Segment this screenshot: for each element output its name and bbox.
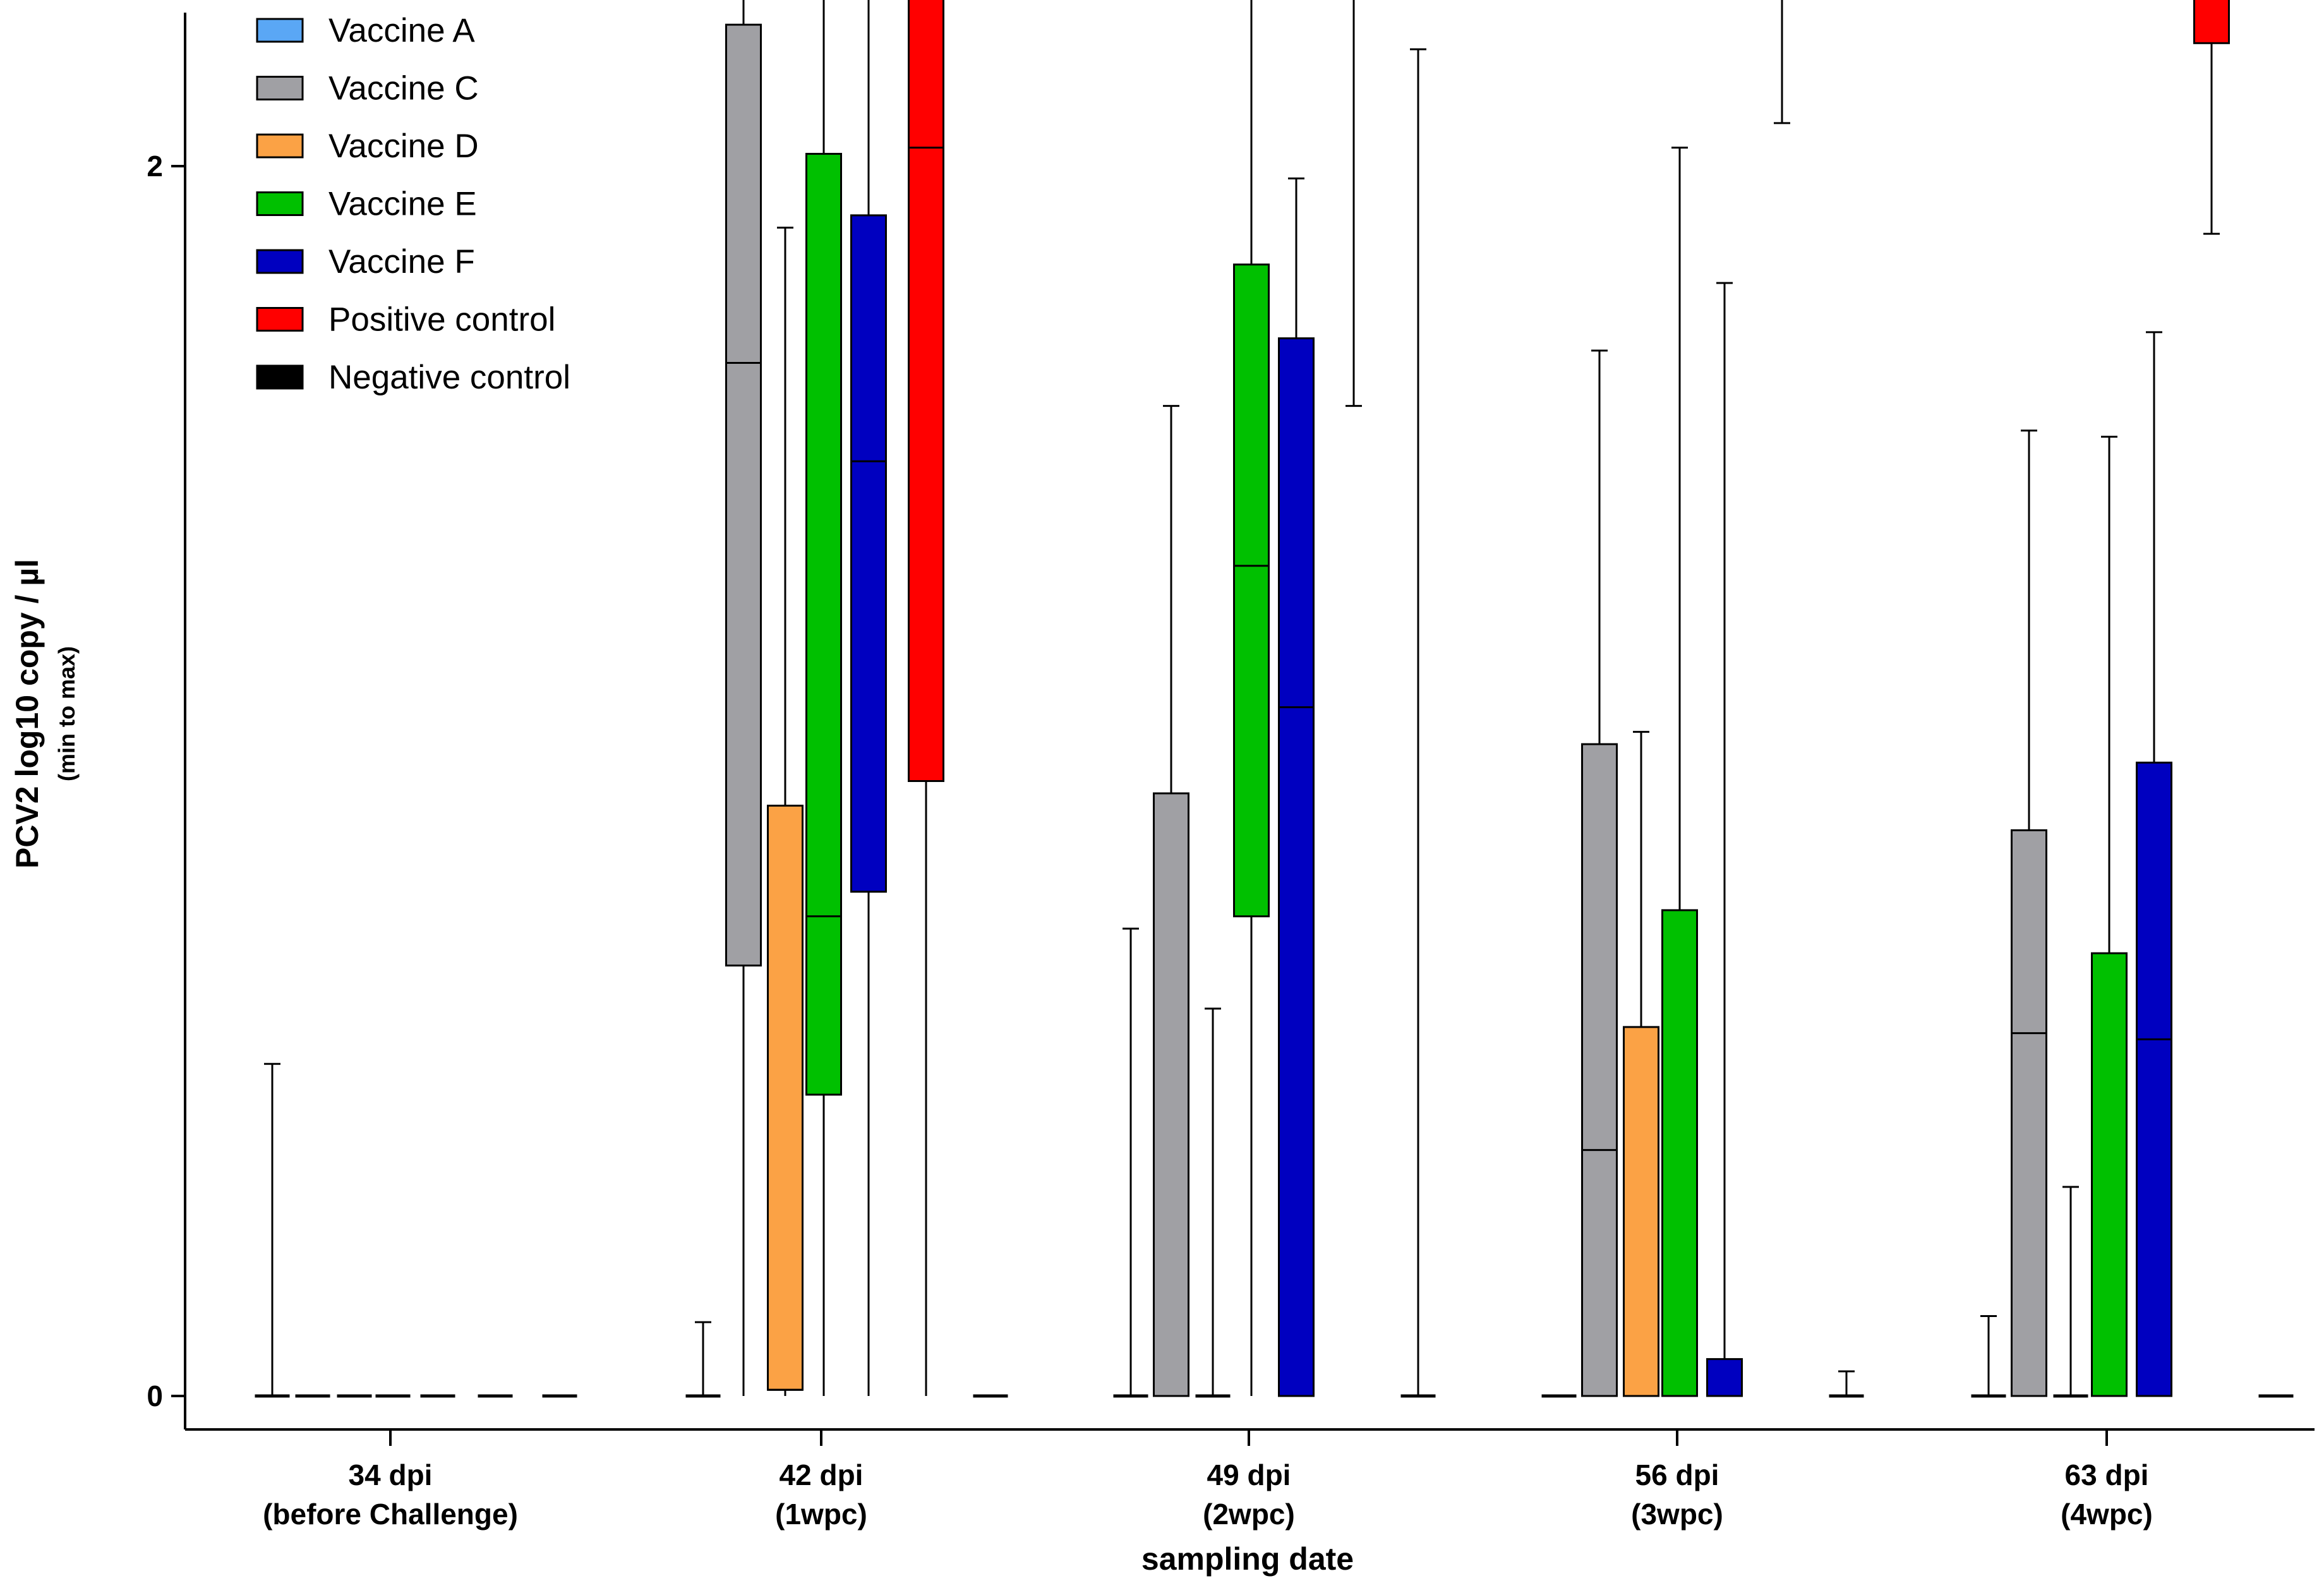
legend-item-negative-control: Negative control: [256, 359, 570, 396]
legend-swatch: [256, 191, 304, 216]
box-body: [2136, 761, 2172, 1397]
box-body: [767, 804, 804, 1391]
legend-swatch: [256, 133, 304, 159]
box-vaccine-a-group-3: [1113, 927, 1148, 1398]
legend-swatch: [256, 307, 304, 332]
box-vaccine-f-group-3: [1278, 177, 1315, 1397]
box-body: [850, 214, 887, 893]
box-vaccine-f-group-5: [2136, 331, 2172, 1397]
legend-swatch: [256, 76, 304, 100]
box-vaccine-d-group-5: [2053, 1186, 2088, 1398]
box-vaccine-a-group-1: [255, 1062, 290, 1398]
box-body: [1233, 263, 1270, 918]
legend-item-vaccine-f: Vaccine F: [256, 243, 475, 280]
box-vaccine-a-group-5: [1971, 1314, 2006, 1398]
box-vaccine-a-group-2: [685, 1321, 721, 1398]
box-vaccine-e-group-3: [1233, 0, 1270, 1396]
x-tick-sublabel: (2wpc): [1203, 1498, 1295, 1531]
box-vaccine-e-group-2: [805, 0, 842, 1396]
x-tick-sublabel: (4wpc): [2061, 1498, 2153, 1531]
legend-label: Negative control: [328, 359, 570, 396]
y-axis-subtitle: (min to max): [54, 646, 80, 781]
box-vaccine-f-group-4: [1706, 282, 1743, 1397]
box-positive-control-group-4: [1774, 0, 1790, 124]
plot-area: [255, 0, 2294, 1398]
x-tick-label: 63 dpi: [2065, 1459, 2149, 1491]
legend-label: Vaccine D: [328, 128, 479, 165]
x-tick-sublabel: (1wpc): [775, 1498, 867, 1531]
box-vaccine-c-group-3: [1153, 405, 1189, 1397]
box-body: [1661, 909, 1698, 1397]
legend-swatch: [256, 249, 304, 274]
x-tick-sublabel: (3wpc): [1631, 1498, 1723, 1531]
legend-label: Vaccine F: [328, 243, 475, 280]
box-vaccine-d-group-4: [1623, 731, 1659, 1397]
legend-item-vaccine-a: Vaccine A: [256, 12, 475, 49]
box-vaccine-c-group-5: [2011, 430, 2047, 1397]
legend-item-vaccine-c: Vaccine C: [256, 70, 479, 107]
box-positive-control-group-2: [908, 0, 944, 1396]
legend-label: Vaccine E: [328, 186, 477, 223]
legend: Vaccine A Vaccine C Vaccine D Vaccine E Vacc…: [256, 12, 570, 396]
box-negative-control-group-4: [1829, 1370, 1864, 1398]
y-axis-title: PCV2 log10 copy / µl: [9, 559, 45, 869]
x-tick-label: 56 dpi: [1635, 1459, 1719, 1491]
box-negative-control-group-3: [1400, 48, 1436, 1398]
box-positive-control-group-5: [2193, 0, 2230, 235]
legend-swatch: [256, 364, 304, 390]
box-vaccine-e-group-4: [1661, 147, 1698, 1397]
legend-item-vaccine-e: Vaccine E: [256, 186, 477, 223]
y-ticks: 024: [147, 150, 185, 1412]
legend-label: Vaccine C: [328, 70, 479, 107]
x-axis-title: sampling date: [1141, 1541, 1354, 1577]
legend-item-vaccine-d: Vaccine D: [256, 128, 479, 165]
box-vaccine-d-group-3: [1195, 1008, 1231, 1398]
box-body: [2193, 0, 2230, 44]
x-tick-label: 34 dpi: [349, 1459, 433, 1491]
box-body: [805, 153, 842, 1096]
x-tick-label: 49 dpi: [1207, 1459, 1291, 1491]
legend-swatch: [256, 18, 304, 43]
box-body: [908, 0, 944, 782]
x-tick-sublabel: (before Challenge): [263, 1498, 518, 1531]
box-vaccine-c-group-4: [1581, 349, 1618, 1397]
y-tick-label: 2: [147, 150, 163, 183]
box-body: [1581, 743, 1618, 1397]
box-body: [2011, 829, 2047, 1397]
y-axis-title-group: PCV2 log10 copy / µl (min to max): [9, 559, 80, 869]
box-body: [1706, 1358, 1743, 1397]
x-ticks: 34 dpi (before Challenge) 42 dpi (1wpc) 49 d…: [263, 1429, 2153, 1531]
box-positive-control-group-3: [1346, 0, 1362, 407]
legend-label: Vaccine A: [328, 12, 475, 49]
box-body: [1623, 1026, 1659, 1397]
box-vaccine-f-group-2: [850, 0, 887, 1396]
box-body: [1278, 337, 1315, 1397]
box-vaccine-e-group-5: [2091, 435, 2128, 1397]
box-vaccine-c-group-2: [725, 0, 762, 1396]
box-body: [2091, 952, 2128, 1397]
legend-item-positive-control: Positive control: [256, 301, 555, 339]
box-vaccine-d-group-2: [767, 226, 804, 1396]
x-tick-label: 42 dpi: [780, 1459, 864, 1491]
box-body: [1153, 792, 1189, 1397]
box-body: [725, 23, 762, 967]
y-tick-label: 0: [147, 1380, 163, 1412]
legend-label: Positive control: [328, 301, 555, 339]
